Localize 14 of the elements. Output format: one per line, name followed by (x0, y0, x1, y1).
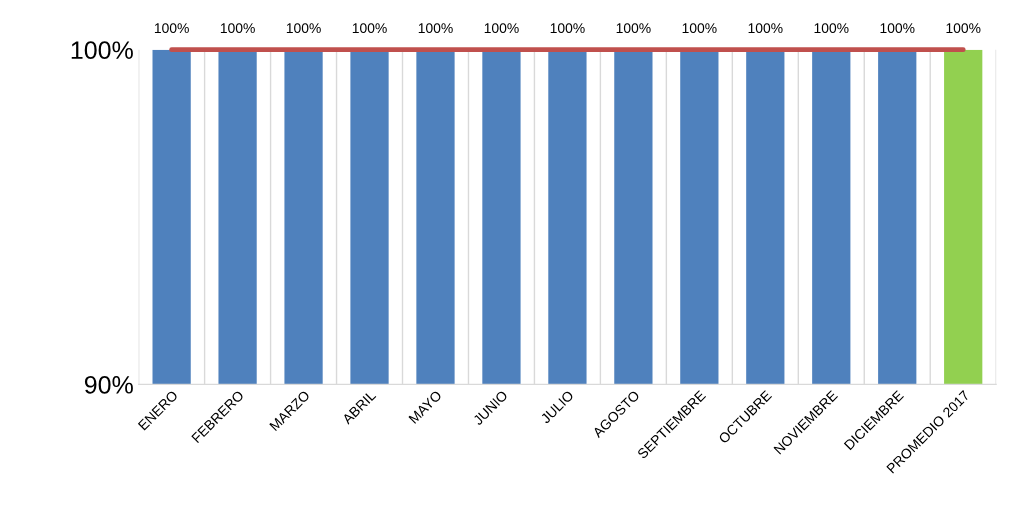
data-label: 100% (616, 23, 651, 34)
data-label: 100% (286, 23, 321, 34)
data-label: 100% (154, 23, 189, 34)
data-label: 100% (880, 23, 915, 34)
data-label: 100% (418, 23, 453, 34)
data-label: 100% (946, 23, 981, 34)
data-label: 100% (484, 23, 519, 34)
data-label: 100% (748, 23, 783, 34)
y-tick-label: 90% (84, 376, 133, 394)
data-label: 100% (220, 23, 255, 34)
data-label: 100% (682, 23, 717, 34)
data-label: 100% (550, 23, 585, 34)
data-label: 100% (352, 23, 387, 34)
data-label: 100% (814, 23, 849, 34)
